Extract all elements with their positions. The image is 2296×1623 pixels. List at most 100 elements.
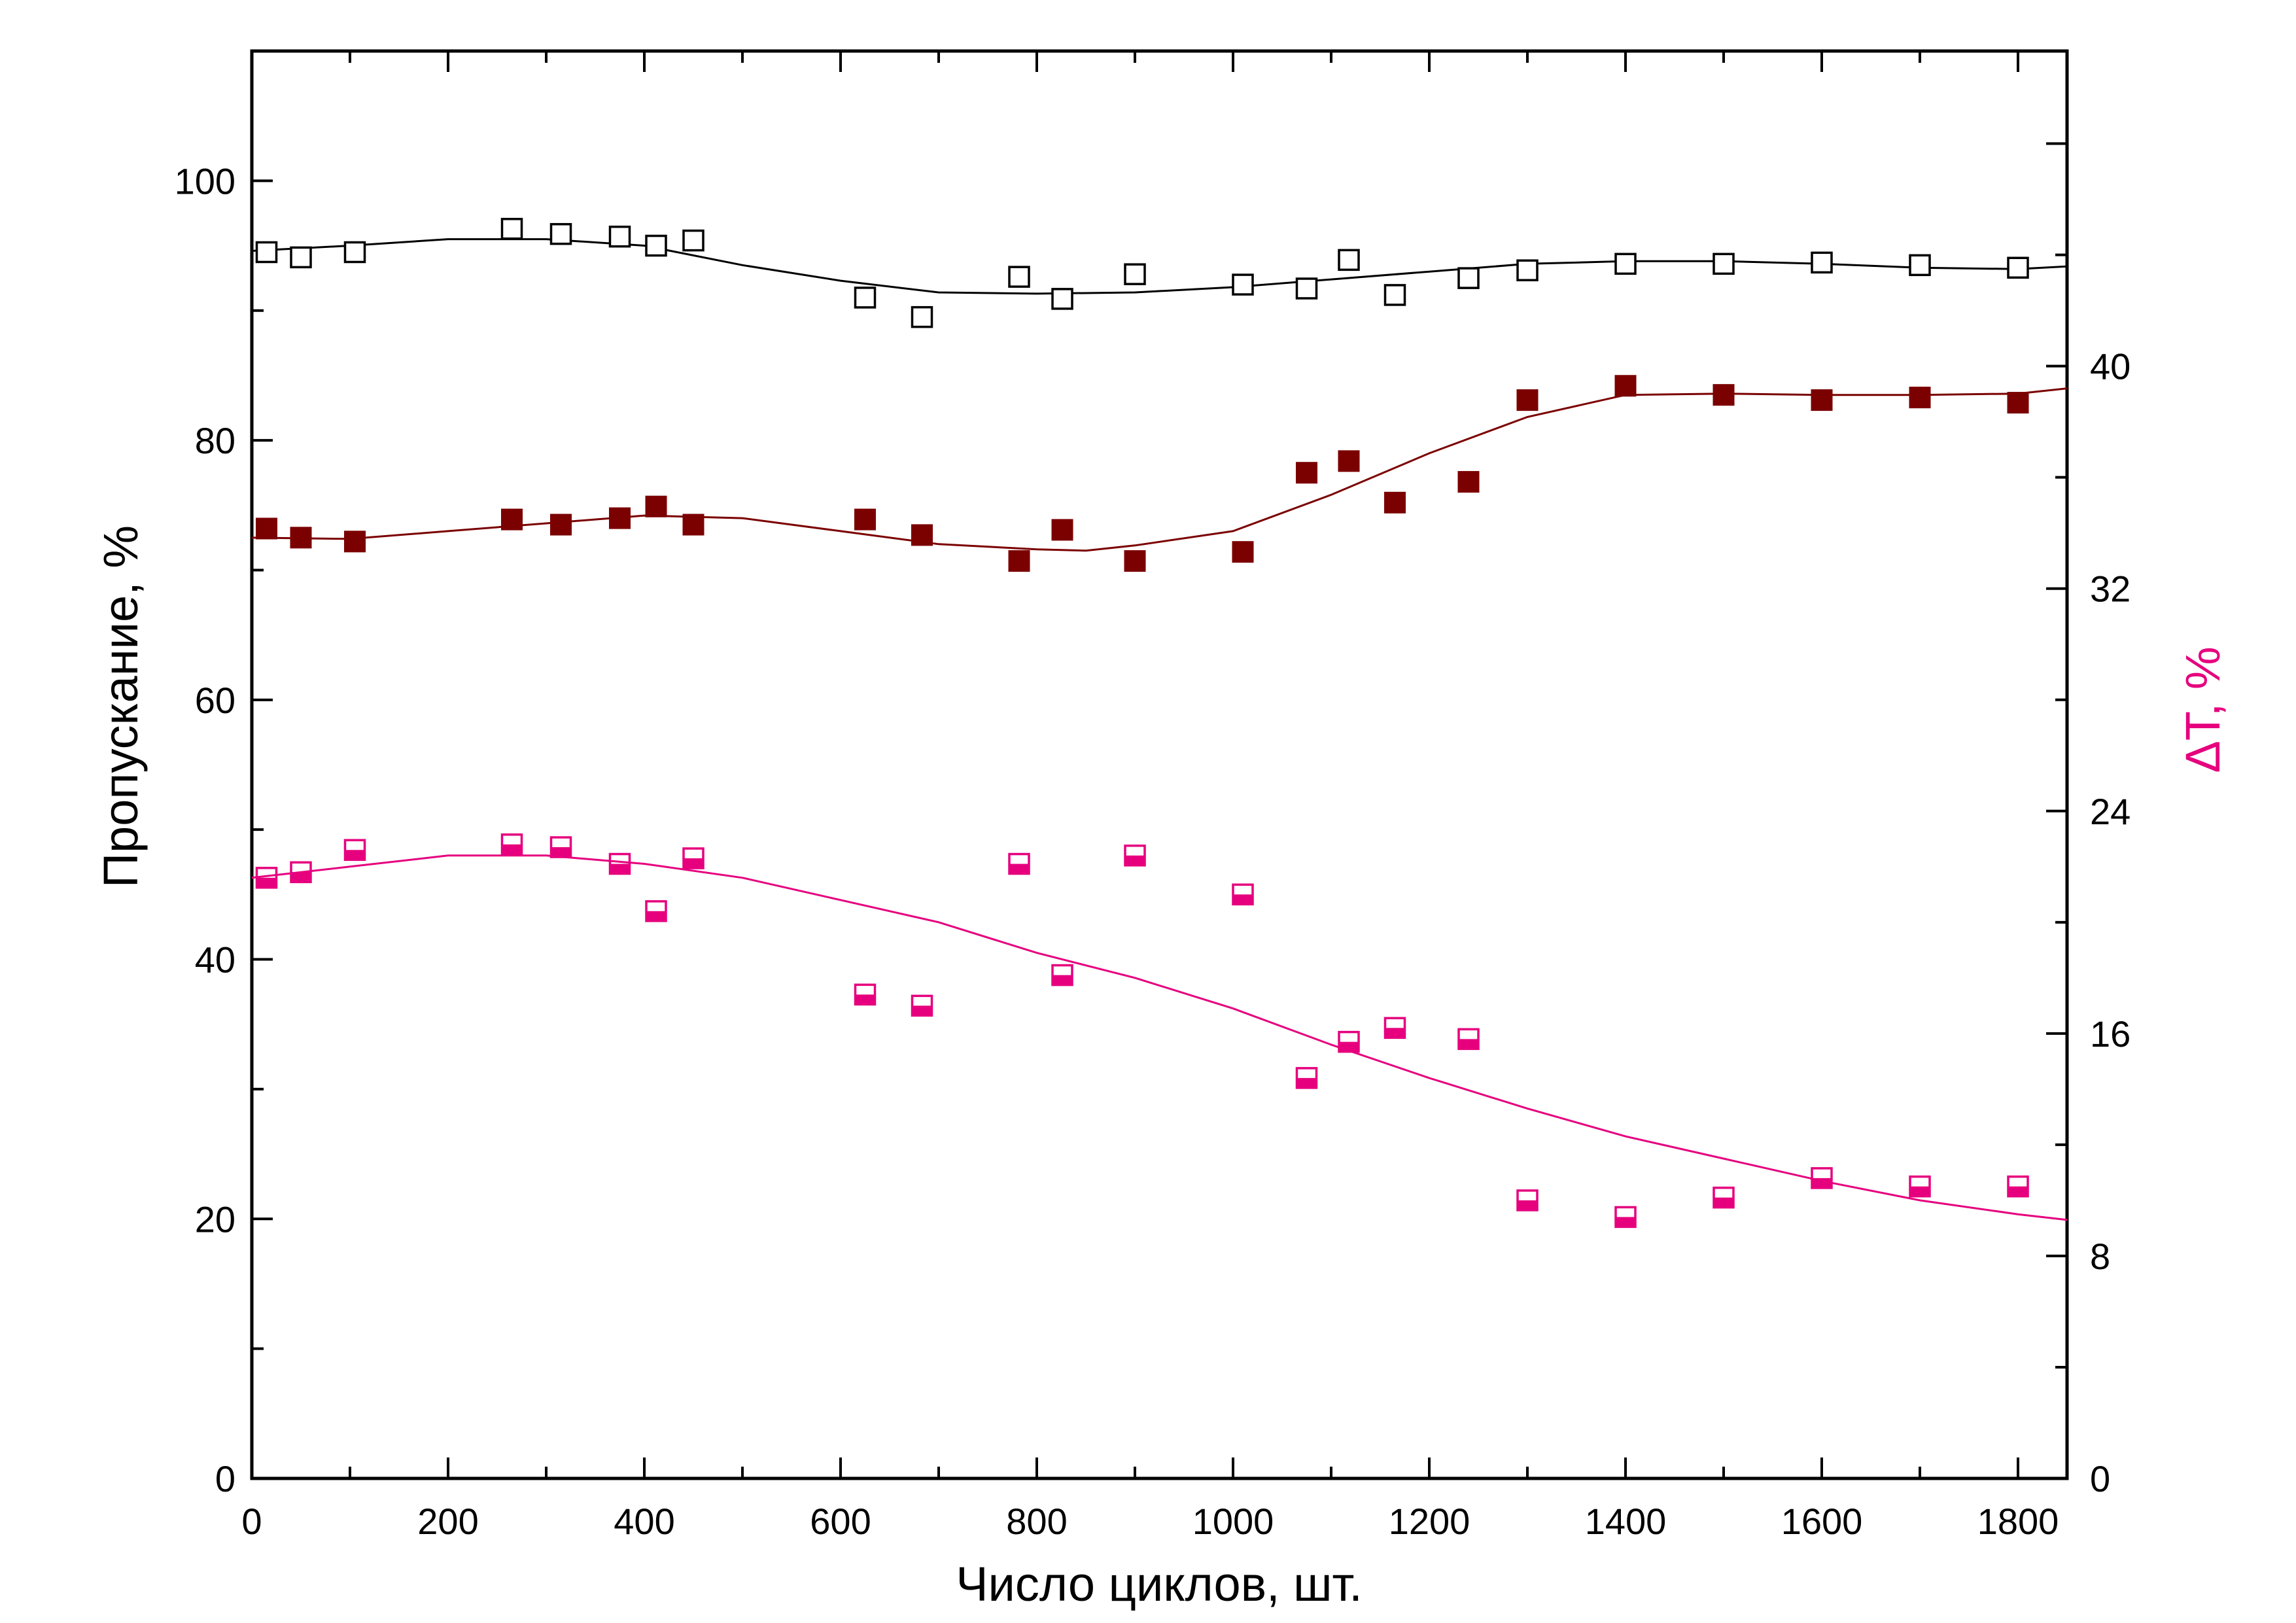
x-tick-label: 0 [241, 1501, 262, 1542]
marker-half-outline [549, 836, 572, 858]
y-tick-label: 40 [195, 939, 235, 981]
axis-ticks [251, 50, 2067, 1480]
y2-axis-title: ΔT, % [2176, 646, 2230, 773]
marker-half-square [500, 833, 523, 856]
marker-half-outline [343, 839, 366, 862]
marker-half-square [1713, 1186, 1735, 1209]
marker-open-square [255, 241, 278, 264]
marker-open-square [645, 234, 667, 257]
marker-filled-square [854, 508, 876, 531]
plot-area [250, 49, 2069, 1480]
y2-tick-label: 16 [2090, 1013, 2131, 1055]
marker-filled-square [1614, 375, 1637, 397]
marker-half-fill [1009, 864, 1029, 874]
marker-filled-square [1008, 550, 1030, 572]
marker-half-fill [1812, 1178, 1832, 1188]
marker-half-square [608, 852, 631, 875]
marker-half-outline [1338, 1030, 1360, 1053]
marker-half-outline [1614, 1206, 1637, 1229]
x-tick-label: 600 [810, 1501, 871, 1542]
marker-half-outline [1295, 1067, 1318, 1089]
marker-half-square [1338, 1030, 1360, 1053]
y2-tick-label: 8 [2090, 1236, 2110, 1277]
marker-half-fill [1616, 1217, 1635, 1227]
marker-filled-square [550, 514, 572, 536]
y2-tick-label: 40 [2090, 346, 2131, 387]
marker-half-fill [1052, 975, 1072, 985]
marker-filled-square [1713, 384, 1735, 406]
marker-half-outline [682, 847, 704, 869]
marker-half-outline [500, 833, 523, 856]
marker-filled-square [1051, 519, 1073, 541]
marker-half-fill [1233, 894, 1253, 905]
marker-half-fill [1339, 1041, 1359, 1052]
marker-half-square [645, 900, 667, 922]
marker-open-square [1383, 284, 1406, 306]
marker-half-fill [855, 994, 875, 1005]
marker-open-square [1614, 253, 1637, 275]
marker-half-fill [684, 858, 703, 869]
marker-open-square [1124, 263, 1146, 285]
marker-half-fill [912, 1005, 932, 1016]
y2-tick-label: 32 [2090, 568, 2131, 610]
marker-filled-square [2007, 392, 2029, 414]
marker-half-outline [2007, 1175, 2029, 1198]
marker-half-fill [345, 850, 365, 860]
marker-open-square [1295, 277, 1318, 300]
marker-filled-square [682, 514, 704, 536]
y-tick-labels: 0 20 40 60 80 100 [175, 160, 235, 1499]
x-tick-label: 1000 [1192, 1501, 1274, 1542]
marker-half-fill [610, 864, 630, 874]
marker-half-fill [1459, 1039, 1478, 1049]
marker-half-outline [1909, 1175, 1931, 1198]
marker-open-square [1008, 266, 1030, 288]
marker-half-square [1051, 964, 1073, 986]
marker-open-square [2007, 256, 2029, 279]
marker-half-outline [1713, 1186, 1735, 1209]
x-tick-labels: 0 200 400 600 800 1000 1200 1400 1600 1800 [241, 1501, 2059, 1542]
marker-filled-square [1124, 550, 1146, 572]
y2-tick-label: 24 [2090, 791, 2131, 832]
marker-half-outline [1457, 1028, 1480, 1051]
marker-half-fill [2008, 1186, 2028, 1196]
marker-half-square [1909, 1175, 1931, 1198]
marker-open-square [1811, 251, 1833, 274]
x-tick-label: 800 [1006, 1501, 1067, 1542]
marker-half-outline [645, 900, 667, 922]
marker-half-outline [1516, 1189, 1539, 1212]
marker-half-square [255, 867, 278, 889]
marker-half-fill [502, 844, 522, 854]
x-tick-label: 400 [614, 1501, 674, 1542]
marker-open-square [854, 287, 877, 309]
marker-half-square [1383, 1017, 1406, 1039]
marker-open-square [343, 241, 366, 264]
y-tick-label: 0 [215, 1458, 235, 1499]
marker-half-fill [256, 877, 277, 888]
marker-half-square [1457, 1028, 1480, 1051]
marker-open-square [290, 246, 312, 269]
y2-tick-labels: 0 8 16 24 32 40 [2090, 346, 2131, 1499]
marker-filled-square [645, 495, 667, 517]
x-tick-label: 200 [417, 1501, 478, 1542]
marker-half-outline [1008, 852, 1030, 875]
marker-half-outline [1232, 883, 1254, 906]
marker-half-square [911, 994, 933, 1017]
data-markers [255, 218, 2029, 1229]
marker-filled-square [1296, 462, 1317, 484]
marker-open-square [549, 222, 572, 245]
marker-half-square [549, 836, 572, 858]
marker-half-fill [1296, 1077, 1317, 1088]
marker-half-fill [551, 847, 571, 858]
x-axis-title: Число циклов, шт. [956, 1557, 1363, 1611]
marker-half-outline [255, 867, 278, 889]
marker-half-square [682, 847, 704, 869]
marker-half-square [1295, 1067, 1318, 1089]
marker-half-fill [1125, 855, 1145, 865]
marker-filled-square [1516, 389, 1539, 411]
marker-open-square [1338, 249, 1360, 271]
y-tick-label: 100 [175, 160, 235, 201]
marker-open-square [608, 225, 631, 248]
marker-half-square [1008, 852, 1030, 875]
y2-tick-label: 0 [2090, 1458, 2110, 1499]
